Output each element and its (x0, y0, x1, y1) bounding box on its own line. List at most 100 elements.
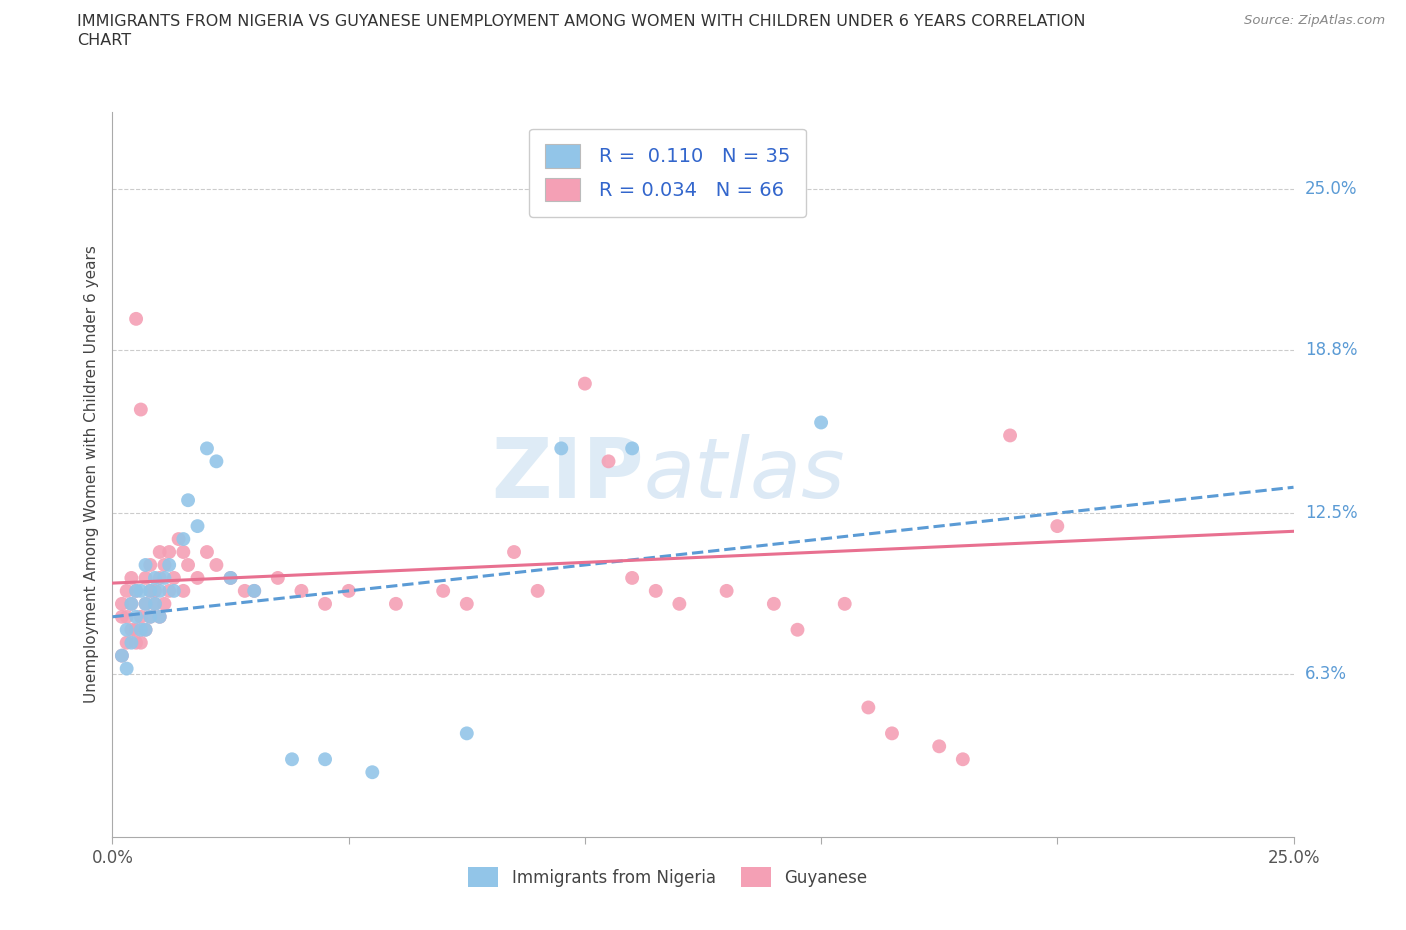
Point (129, 635, 152, 650)
Point (149, 609, 172, 624)
Point (153, 570, 176, 585)
Point (195, 545, 218, 560)
Text: atlas: atlas (644, 433, 845, 515)
Point (120, 622, 142, 637)
Point (111, 596, 134, 611)
Point (385, 596, 408, 611)
Text: IMMIGRANTS FROM NIGERIA VS GUYANESE UNEMPLOYMENT AMONG WOMEN WITH CHILDREN UNDER: IMMIGRANTS FROM NIGERIA VS GUYANESE UNEM… (77, 14, 1085, 29)
Point (115, 622, 138, 637)
Point (115, 661, 138, 676)
Point (120, 570, 142, 585)
Point (139, 609, 162, 624)
Point (314, 751, 336, 766)
Point (644, 583, 666, 598)
Point (432, 583, 454, 598)
Point (716, 583, 738, 598)
Point (952, 751, 974, 766)
Point (621, 441, 644, 456)
Point (337, 583, 360, 598)
Point (143, 596, 166, 611)
Point (157, 558, 180, 573)
Point (129, 583, 152, 598)
Point (928, 738, 950, 753)
Text: Source: ZipAtlas.com: Source: ZipAtlas.com (1244, 14, 1385, 27)
Point (139, 583, 162, 598)
Point (186, 519, 208, 534)
Point (157, 583, 180, 598)
Point (135, 570, 157, 585)
Point (129, 622, 152, 637)
Point (135, 622, 157, 637)
Point (149, 583, 172, 598)
Point (125, 583, 148, 598)
Point (668, 596, 690, 611)
Text: 6.3%: 6.3% (1305, 665, 1347, 683)
Point (621, 570, 644, 585)
Point (186, 570, 208, 585)
Point (172, 583, 194, 598)
Point (125, 583, 148, 598)
Point (135, 622, 157, 637)
Point (290, 583, 312, 598)
Point (267, 570, 290, 585)
Point (233, 583, 256, 598)
Text: 25.0%: 25.0% (1305, 180, 1357, 198)
Point (125, 622, 148, 637)
Point (125, 635, 148, 650)
Point (125, 312, 148, 326)
Point (361, 764, 384, 779)
Point (163, 583, 186, 598)
Point (149, 545, 172, 560)
Point (503, 545, 526, 560)
Point (115, 609, 138, 624)
Point (172, 532, 194, 547)
Point (243, 583, 266, 598)
Point (143, 583, 166, 598)
Point (177, 493, 200, 508)
Point (111, 609, 134, 624)
Point (456, 596, 478, 611)
Point (120, 596, 142, 611)
Point (120, 635, 142, 650)
Point (456, 726, 478, 741)
Point (135, 596, 157, 611)
Point (115, 635, 138, 650)
Point (129, 402, 152, 417)
Text: 18.8%: 18.8% (1305, 341, 1357, 359)
Point (574, 377, 596, 392)
Text: 12.5%: 12.5% (1305, 504, 1357, 522)
Point (810, 415, 832, 430)
Point (195, 441, 218, 456)
Point (153, 558, 176, 573)
Point (526, 583, 548, 598)
Point (281, 751, 304, 766)
Point (998, 428, 1021, 443)
Text: ZIP: ZIP (492, 433, 644, 515)
Point (598, 454, 620, 469)
Point (111, 648, 134, 663)
Point (177, 558, 200, 573)
Point (143, 570, 166, 585)
Point (219, 570, 242, 585)
Point (172, 545, 194, 560)
Point (129, 609, 152, 624)
Point (115, 583, 138, 598)
Point (135, 558, 157, 573)
Point (157, 545, 180, 560)
Point (314, 596, 336, 611)
Point (858, 700, 880, 715)
Point (139, 583, 162, 598)
Point (149, 609, 172, 624)
Point (219, 570, 242, 585)
Point (205, 454, 228, 469)
Legend: Immigrants from Nigeria, Guyanese: Immigrants from Nigeria, Guyanese (461, 860, 873, 894)
Point (125, 609, 148, 624)
Point (880, 726, 903, 741)
Point (1046, 519, 1069, 534)
Point (139, 558, 162, 573)
Text: CHART: CHART (77, 33, 131, 47)
Point (143, 596, 166, 611)
Point (550, 441, 572, 456)
Point (205, 558, 228, 573)
Point (786, 622, 808, 637)
